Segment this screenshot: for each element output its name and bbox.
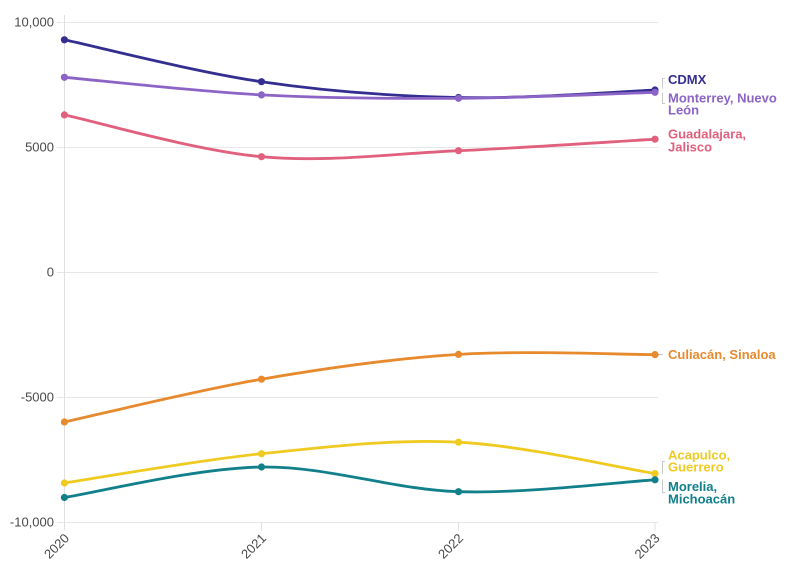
svg-text:2022: 2022 xyxy=(435,531,466,562)
svg-text:0: 0 xyxy=(47,265,54,280)
svg-text:5000: 5000 xyxy=(25,140,54,155)
svg-text:-5000: -5000 xyxy=(21,390,54,405)
svg-text:2021: 2021 xyxy=(238,531,269,562)
svg-text:Culiacán, Sinaloa: Culiacán, Sinaloa xyxy=(668,347,776,362)
svg-text:Monterrey, Nuevo: Monterrey, Nuevo xyxy=(668,91,777,106)
svg-text:Michoacán: Michoacán xyxy=(668,491,735,506)
svg-text:Morelia,: Morelia, xyxy=(668,479,717,494)
svg-text:León: León xyxy=(668,103,699,118)
svg-text:2020: 2020 xyxy=(41,531,72,562)
svg-text:Jalisco: Jalisco xyxy=(668,140,712,155)
svg-text:Guerrero: Guerrero xyxy=(668,460,724,475)
svg-text:Acapulco,: Acapulco, xyxy=(668,448,730,463)
svg-text:CDMX: CDMX xyxy=(668,72,707,87)
svg-text:10,000: 10,000 xyxy=(14,15,54,30)
svg-text:-10,000: -10,000 xyxy=(10,515,54,530)
svg-text:2023: 2023 xyxy=(632,531,663,562)
svg-text:Guadalajara,: Guadalajara, xyxy=(668,127,746,142)
